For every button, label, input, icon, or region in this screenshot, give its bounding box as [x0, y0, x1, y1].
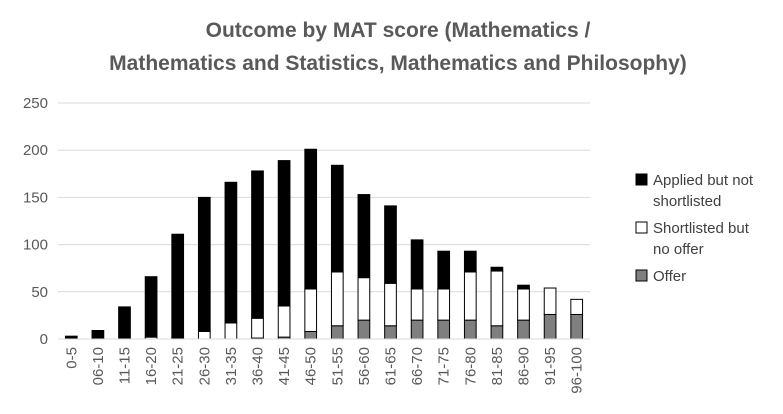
y-axis-tick-labels: 0 50 100 150 200 250 [23, 95, 48, 348]
legend-item: Shortlisted but no offer [635, 220, 750, 258]
x-tick-label: 76-80 [462, 347, 479, 385]
bar-segment [490, 325, 504, 340]
bar-segment [357, 194, 371, 279]
bar-segment [410, 319, 424, 340]
legend-label: Offer [653, 268, 686, 285]
bar-segment [91, 330, 105, 340]
legend: Applied but not shortlisted Shortlisted bu… [635, 172, 754, 285]
chart-title-line-1: Outcome by MAT score (Mathematics / [206, 19, 591, 42]
x-tick-label: 46-50 [303, 347, 320, 385]
bar-segment [517, 284, 530, 290]
bar-segment [384, 205, 397, 284]
bar-segment [437, 288, 451, 321]
gridlines [58, 102, 590, 293]
x-tick-label: 36-40 [250, 347, 267, 385]
y-tick-label: 150 [23, 189, 48, 206]
bar-segment [570, 298, 584, 315]
x-tick-label: 11-15 [117, 347, 134, 384]
bar-segment [251, 317, 264, 339]
legend-label-cont: no offer [653, 241, 704, 258]
x-tick-label: 16-20 [143, 347, 160, 385]
legend-swatch [635, 173, 648, 186]
x-tick-label: 06-10 [90, 347, 107, 385]
bar-segment [517, 288, 530, 321]
bar-segment [197, 196, 211, 332]
bar-segment [490, 270, 504, 327]
bar-segment [543, 287, 557, 315]
x-tick-label: 26-30 [196, 347, 213, 385]
bar-segment [197, 330, 211, 340]
bar-segment [543, 313, 557, 340]
bar-segment [357, 319, 371, 340]
bar-segment [224, 181, 238, 324]
bars [64, 148, 584, 340]
y-tick-label: 0 [40, 331, 48, 348]
bar-segment [277, 160, 291, 307]
legend-label: Shortlisted but [653, 220, 750, 237]
bar-segment [570, 313, 584, 340]
x-tick-label: 61-65 [383, 347, 400, 385]
bar-segment [437, 319, 451, 340]
bar-segment [357, 277, 371, 321]
x-axis-tick-labels: 0-5 06-10 11-15 16-20 21-25 26-30 31-35 36-40 41… [63, 347, 585, 394]
y-tick-label: 100 [23, 237, 48, 254]
bar-segment [463, 271, 477, 321]
bar-segment [384, 282, 397, 327]
legend-label: Applied but not [653, 172, 754, 189]
legend-item: Applied but not shortlisted [635, 172, 754, 210]
bar-segment [304, 330, 318, 340]
bar-segment [304, 288, 318, 332]
x-tick-label: 66-70 [409, 347, 426, 385]
legend-label-cont: shortlisted [653, 193, 721, 210]
bar-segment [251, 170, 264, 319]
bar-segment [304, 148, 318, 290]
bar-segment [144, 276, 158, 338]
bar-segment [330, 271, 344, 327]
x-tick-label: 81-85 [489, 347, 506, 385]
y-tick-label: 50 [31, 284, 48, 301]
bar-segment [171, 233, 185, 339]
x-tick-label: 31-35 [223, 347, 240, 385]
x-tick-label: 51-55 [329, 347, 346, 385]
x-tick-label: 21-25 [170, 347, 187, 385]
bar-segment [410, 288, 424, 321]
bar-segment [517, 319, 530, 340]
bar-segment [330, 164, 344, 273]
bar-segment [277, 305, 291, 338]
x-tick-label: 86-90 [516, 347, 533, 385]
x-tick-label: 91-95 [542, 347, 559, 385]
bar-segment [118, 306, 131, 340]
legend-swatch [635, 221, 648, 234]
bar-segment [410, 239, 424, 290]
bar-segment [384, 325, 397, 340]
legend-swatch [635, 269, 648, 282]
bar-segment [224, 322, 238, 340]
bar-segment [463, 319, 477, 340]
bar-segment [330, 325, 344, 340]
bar-segment [437, 250, 451, 290]
legend-item: Offer [635, 268, 686, 285]
x-tick-label: 96-100 [569, 347, 586, 394]
bar-segment [490, 266, 504, 272]
chart-title-line-2: Mathematics and Statistics, Mathematics … [109, 52, 687, 75]
y-tick-label: 200 [23, 142, 48, 159]
bar-segment [463, 250, 477, 273]
x-tick-label: 0-5 [63, 347, 80, 369]
y-tick-label: 250 [23, 95, 48, 112]
x-tick-label: 41-45 [276, 347, 293, 385]
x-tick-label: 56-60 [356, 347, 373, 385]
x-tick-label: 71-75 [436, 347, 453, 385]
